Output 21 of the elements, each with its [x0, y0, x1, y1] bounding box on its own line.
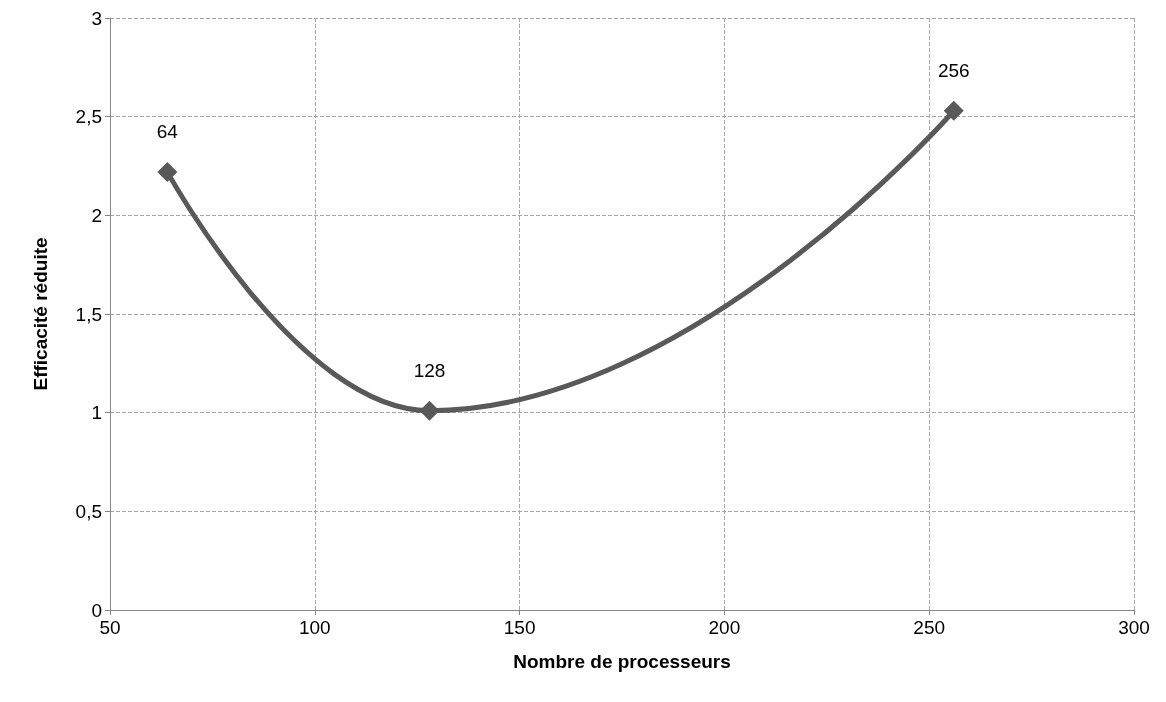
y-tick-label: 0: [91, 599, 102, 621]
x-tick-label: 250: [913, 617, 946, 638]
x-tick-label: 200: [708, 617, 741, 638]
x-tick-label: 150: [503, 617, 536, 638]
y-tick-label: 1: [91, 402, 102, 424]
y-tick-label: 1,5: [75, 303, 102, 325]
y-tick-label: 2: [91, 204, 102, 226]
y-tick-label: 2,5: [75, 106, 102, 128]
point: [419, 400, 440, 421]
annotation: 256: [937, 60, 970, 82]
y-axis-title: Efficacité réduite: [30, 237, 51, 391]
x-tick-label: 100: [298, 617, 331, 638]
x-tick-label: 50: [99, 617, 121, 638]
y-tick-label: 0,5: [75, 500, 102, 522]
annotation: 64: [156, 121, 179, 143]
point: [943, 100, 964, 121]
annotation: 128: [413, 360, 446, 382]
y-tick-label: 3: [91, 7, 102, 29]
x-axis-title: Nombre de processeurs: [513, 651, 731, 672]
x-tick-label: 300: [1118, 617, 1150, 638]
point: [157, 161, 178, 182]
